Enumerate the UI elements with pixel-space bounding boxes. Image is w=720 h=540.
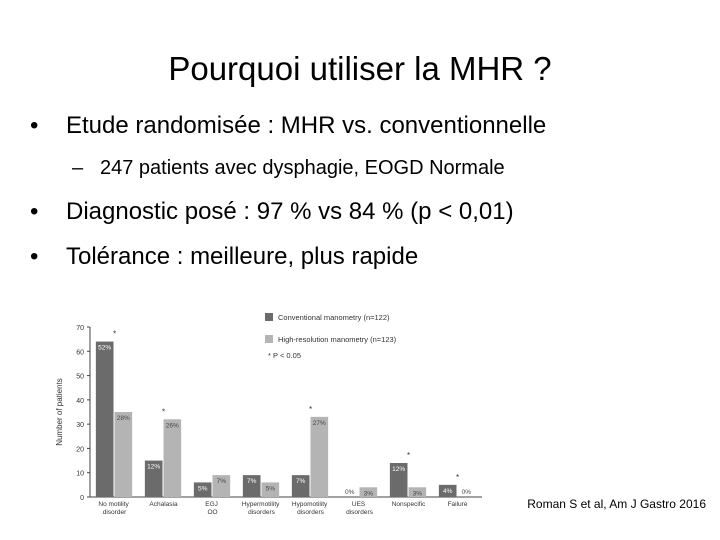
bullet-symbol: • [30,112,38,139]
bar [389,463,408,497]
annotation: * P < 0.05 [268,351,301,360]
y-axis-label: Number of patients [55,378,64,446]
value-label: 5% [198,485,208,492]
bar [359,487,378,497]
value-label: 7% [247,478,257,485]
bullet: Tolérance : meilleure, plus rapide [66,243,418,270]
x-tick-label: EGJ OO [205,501,219,516]
y-tick-label: 20 [76,446,84,453]
bullet: Diagnostic posé : 97 % vs 84 % (p < 0,01… [66,198,514,225]
value-label: 0% [462,489,472,496]
bar [310,416,329,497]
bar [408,487,427,497]
significance-marker: * [456,473,459,482]
y-tick-label: 50 [76,374,84,381]
significance-marker: * [309,405,312,414]
value-label: 26% [166,422,179,429]
bar [193,482,212,497]
y-tick-label: 10 [76,471,84,478]
x-tick-label: UES disorders [346,501,373,516]
sub-bullet: 247 patients avec dysphagie, EOGD Normal… [100,157,505,179]
bullet-symbol: • [30,243,38,270]
y-tick-label: 0 [80,495,84,502]
legend-swatch [265,335,273,343]
legend-swatch [265,313,273,321]
value-label: 52% [98,345,111,352]
bar [212,475,231,497]
x-tick-label: Achalasia [149,501,178,508]
value-label: 5% [266,485,276,492]
value-label: 4% [443,488,453,495]
bar [163,419,182,497]
value-label: 7% [296,478,306,485]
value-label: 28% [117,415,130,422]
value-label: 3% [364,490,374,497]
value-label: 12% [392,466,405,473]
value-label: 27% [313,420,326,427]
x-tick-label: No motility disorder [98,501,130,516]
value-label: 3% [413,490,423,497]
bar [242,475,261,497]
y-tick-label: 40 [76,398,84,405]
bar [438,484,457,497]
legend-label: Conventional manometry (n=122) [278,313,390,322]
value-label: 0% [345,489,355,496]
x-tick-label: Hypomotility disorders [292,501,329,516]
value-label: 7% [217,478,227,485]
significance-marker: * [113,330,116,339]
bar [291,475,310,497]
bar [95,341,114,497]
value-label: 12% [147,464,160,471]
x-tick-label: Hypermotility disorders [242,501,281,516]
y-tick-label: 30 [76,422,84,429]
legend-label: High-resolution manometry (n=123) [278,335,397,344]
y-tick-label: 70 [76,325,84,332]
x-tick-label: Nonspecific [392,501,426,508]
slide-title: Pourquoi utiliser la MHR ? [168,50,551,87]
bar [144,460,163,497]
bar [114,412,133,497]
bullet: Etude randomisée : MHR vs. conventionnel… [66,112,546,139]
bar [261,482,280,497]
sub-bullet-symbol: – [72,157,84,179]
significance-marker: * [162,407,165,416]
significance-marker: * [407,451,410,460]
y-tick-label: 60 [76,349,84,356]
x-tick-label: Failure [448,501,468,508]
bullet-symbol: • [30,198,38,225]
citation: Roman S et al, Am J Gastro 2016 [527,497,706,511]
